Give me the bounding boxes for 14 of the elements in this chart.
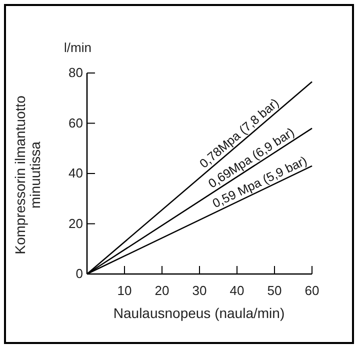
x-tick-label: 10 (117, 283, 132, 298)
y-tick-label: 80 (68, 65, 83, 80)
y-tick-label: 60 (68, 115, 83, 130)
y-tick-label: 0 (76, 266, 83, 282)
x-tick-label: 40 (230, 283, 244, 298)
y-axis-title: Kompressorin ilmantuotto minuutissa (12, 95, 43, 254)
x-tick-label: 30 (192, 283, 207, 298)
x-tick-label: 20 (154, 283, 170, 298)
y-tick-label: 40 (68, 166, 83, 181)
y-tick-label: 20 (68, 216, 83, 231)
text: l/min (64, 40, 92, 55)
x-tick-label: 50 (267, 283, 282, 298)
x-axis-title: Naulausnopeus (naula/min) (113, 305, 285, 321)
x-tick-label: 60 (304, 283, 320, 298)
